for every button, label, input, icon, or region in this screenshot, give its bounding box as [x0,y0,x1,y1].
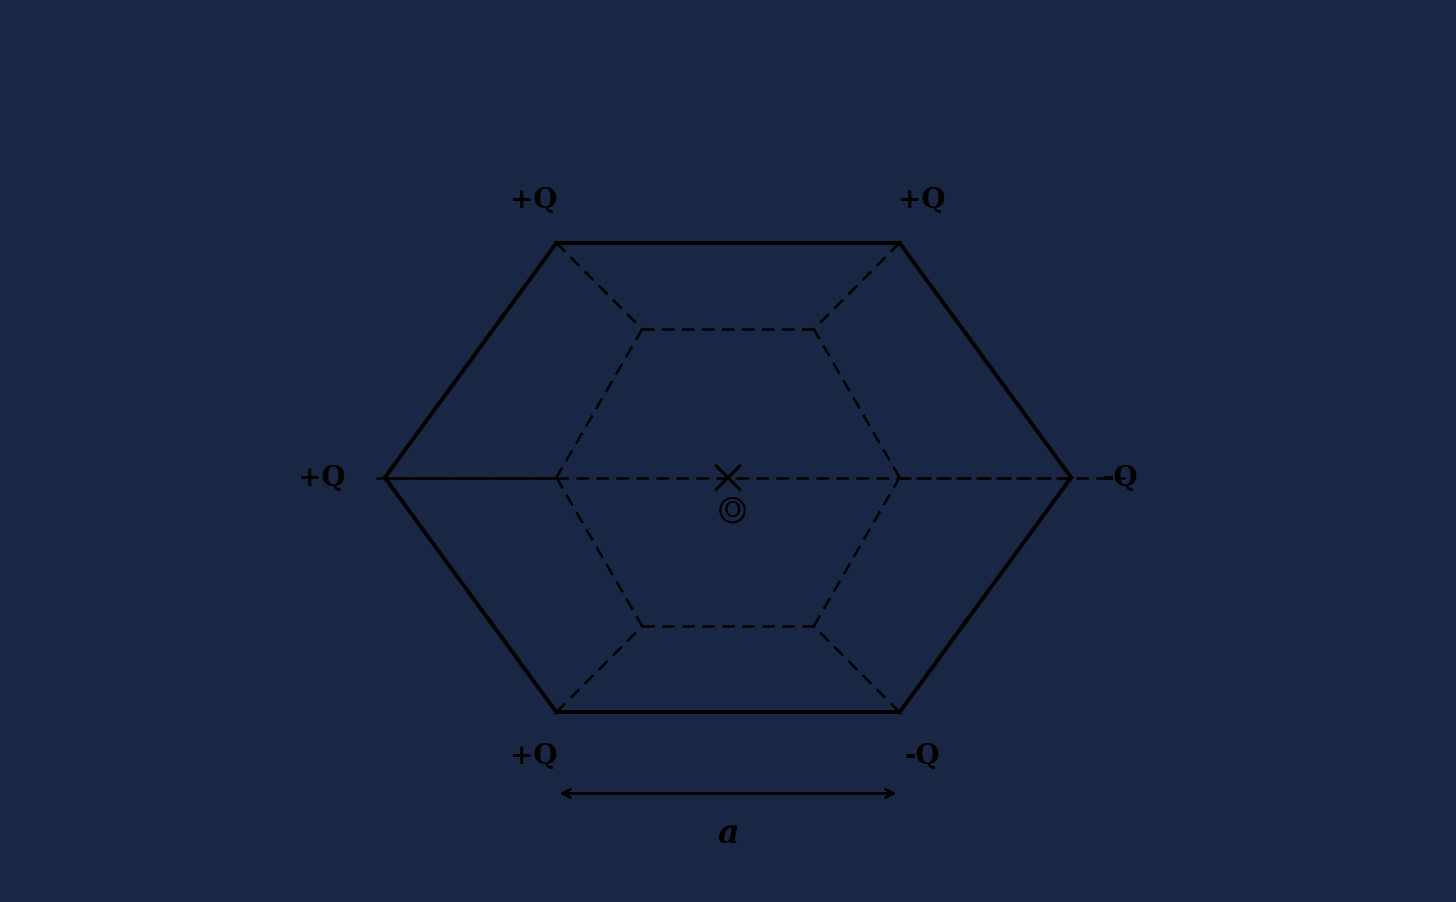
Text: +Q: +Q [898,187,946,214]
Text: +Q: +Q [510,187,558,214]
Text: +Q: +Q [510,742,558,769]
Text: -Q: -Q [1104,465,1139,492]
Text: a: a [718,816,738,849]
Text: -Q: -Q [904,742,941,769]
Text: +Q: +Q [298,465,345,492]
Text: O: O [724,501,741,520]
